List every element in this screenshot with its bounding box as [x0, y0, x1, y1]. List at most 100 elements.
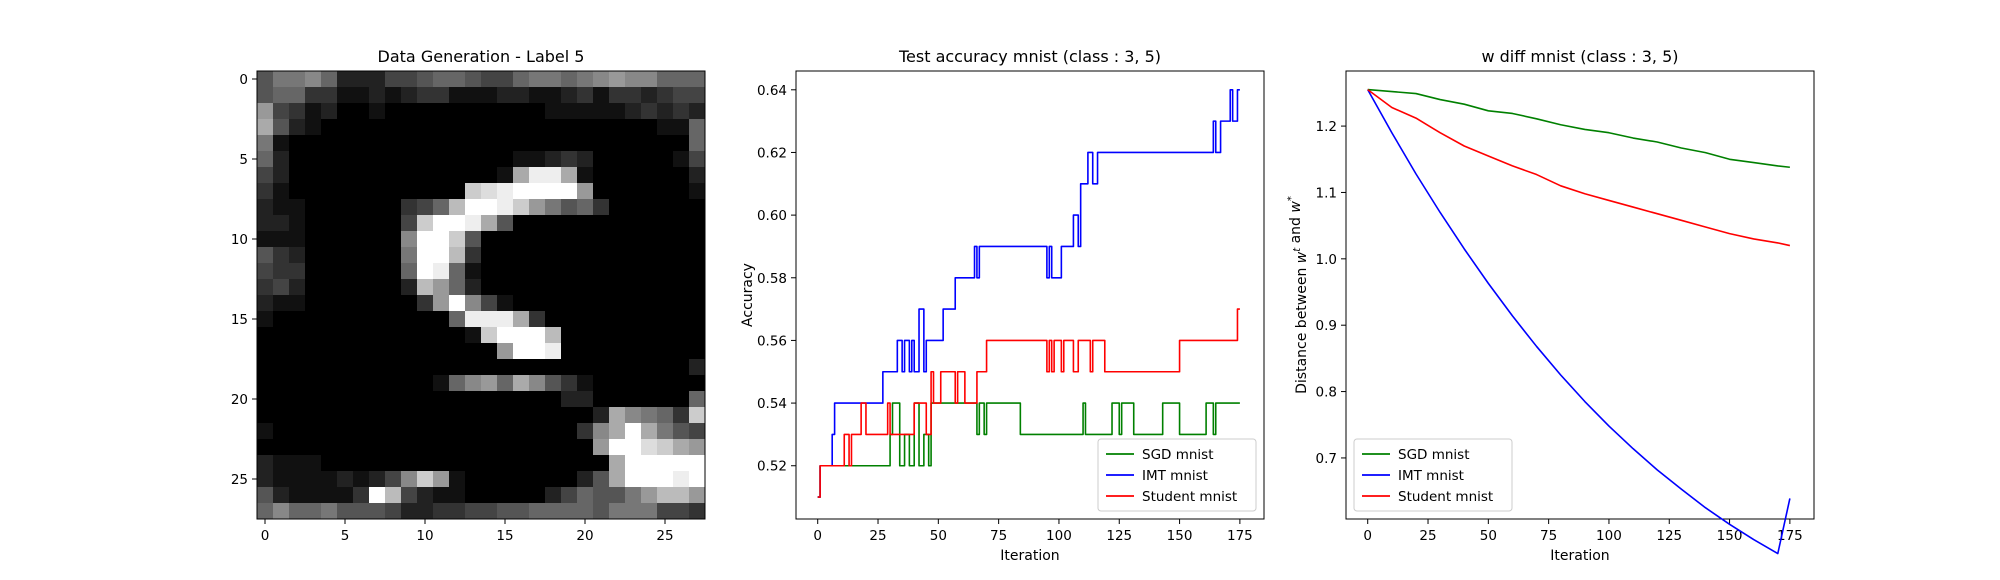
heatmap-cell — [401, 151, 418, 168]
heatmap-cell — [657, 471, 674, 488]
heatmap-cell — [401, 87, 418, 104]
heatmap-cell — [337, 87, 354, 104]
heatmap-cell — [497, 231, 514, 248]
heatmap-cell — [449, 375, 466, 392]
heatmap-cell — [449, 439, 466, 456]
heatmap-cell — [401, 439, 418, 456]
heatmap-cell — [417, 183, 434, 200]
heatmap-cell — [353, 455, 370, 472]
heatmap-cell — [657, 311, 674, 328]
heatmap-cell — [305, 263, 322, 280]
heatmap-cell — [545, 503, 562, 520]
heatmap-cell — [417, 391, 434, 408]
heatmap-cell — [273, 151, 290, 168]
x-tick-label: 20 — [576, 528, 593, 544]
heatmap-cell — [401, 407, 418, 424]
heatmap-cell — [321, 503, 338, 520]
heatmap-cell — [481, 503, 498, 520]
heatmap-cell — [689, 103, 706, 120]
heatmap-cell — [417, 327, 434, 344]
heatmap-cell — [401, 215, 418, 232]
heatmap-cell — [273, 423, 290, 440]
heatmap-cell — [401, 103, 418, 120]
heatmap-cell — [529, 423, 546, 440]
y-tick-label: 20 — [231, 392, 248, 408]
heatmap-cell — [353, 471, 370, 488]
heatmap-cell — [593, 231, 610, 248]
heatmap-cell — [657, 135, 674, 152]
heatmap-cell — [257, 103, 274, 120]
heatmap-cell — [545, 231, 562, 248]
heatmap-cell — [433, 503, 450, 520]
heatmap-cell — [305, 183, 322, 200]
heatmap-cell — [513, 311, 530, 328]
heatmap-cell — [289, 471, 306, 488]
heatmap-cell — [273, 199, 290, 216]
heatmap-cell — [513, 343, 530, 360]
heatmap-cell — [593, 295, 610, 312]
heatmap-cell — [689, 135, 706, 152]
heatmap-cell — [673, 295, 690, 312]
series-line-imt-mnist — [1367, 89, 1791, 555]
heatmap-cell — [625, 199, 642, 216]
heatmap-cell — [609, 87, 626, 104]
accuracy-panel: Test accuracy mnist (class : 3, 5) 0 25 50… — [740, 47, 1265, 564]
heatmap-cell — [417, 503, 434, 520]
x-tick-label: 75 — [990, 528, 1007, 544]
heatmap-cell — [641, 327, 658, 344]
heatmap-cell — [625, 183, 642, 200]
heatmap-cell — [385, 327, 402, 344]
heatmap-cell — [609, 71, 626, 88]
heatmap-cell — [417, 247, 434, 264]
heatmap-cell — [593, 135, 610, 152]
heatmap-cell — [657, 87, 674, 104]
heatmap-cell — [305, 407, 322, 424]
heatmap-cell — [417, 359, 434, 376]
heatmap-cell — [513, 231, 530, 248]
heatmap-cell — [465, 359, 482, 376]
heatmap-cell — [561, 407, 578, 424]
heatmap-cell — [513, 87, 530, 104]
heatmap-cell — [465, 375, 482, 392]
heatmap-cell — [497, 407, 514, 424]
accuracy-x-label: Iteration — [1000, 548, 1059, 564]
heatmap-cell — [625, 215, 642, 232]
heatmap-y-ticks: 0 5 10 15 20 25 — [231, 72, 257, 488]
heatmap-cell — [673, 359, 690, 376]
heatmap-cell — [641, 231, 658, 248]
heatmap-cell — [529, 199, 546, 216]
y-tick-label: 15 — [231, 312, 248, 328]
heatmap-cell — [673, 407, 690, 424]
heatmap-cell — [641, 151, 658, 168]
heatmap-cell — [529, 247, 546, 264]
heatmap-cell — [577, 199, 594, 216]
heatmap-cell — [305, 343, 322, 360]
heatmap-cell — [497, 263, 514, 280]
heatmap-cell — [321, 455, 338, 472]
heatmap-cell — [673, 375, 690, 392]
heatmap-cell — [513, 247, 530, 264]
heatmap-cell — [257, 439, 274, 456]
heatmap-cell — [673, 87, 690, 104]
wdiff-series — [1367, 88, 1791, 555]
heatmap-cell — [577, 167, 594, 184]
heatmap-cell — [257, 263, 274, 280]
heatmap-cell — [673, 151, 690, 168]
y-tick-label: 0.54 — [757, 396, 787, 412]
heatmap-cell — [369, 231, 386, 248]
heatmap-cell — [577, 87, 594, 104]
heatmap-cell — [657, 391, 674, 408]
heatmap-cell — [657, 167, 674, 184]
heatmap-cell — [449, 423, 466, 440]
heatmap-cell — [593, 87, 610, 104]
heatmap-cell — [257, 375, 274, 392]
heatmap-cell — [513, 183, 530, 200]
heatmap-cell — [689, 471, 706, 488]
heatmap-cell — [449, 359, 466, 376]
heatmap-cell — [561, 327, 578, 344]
heatmap-cell — [433, 311, 450, 328]
heatmap-cell — [577, 135, 594, 152]
heatmap-cell — [561, 439, 578, 456]
heatmap-cell — [433, 135, 450, 152]
